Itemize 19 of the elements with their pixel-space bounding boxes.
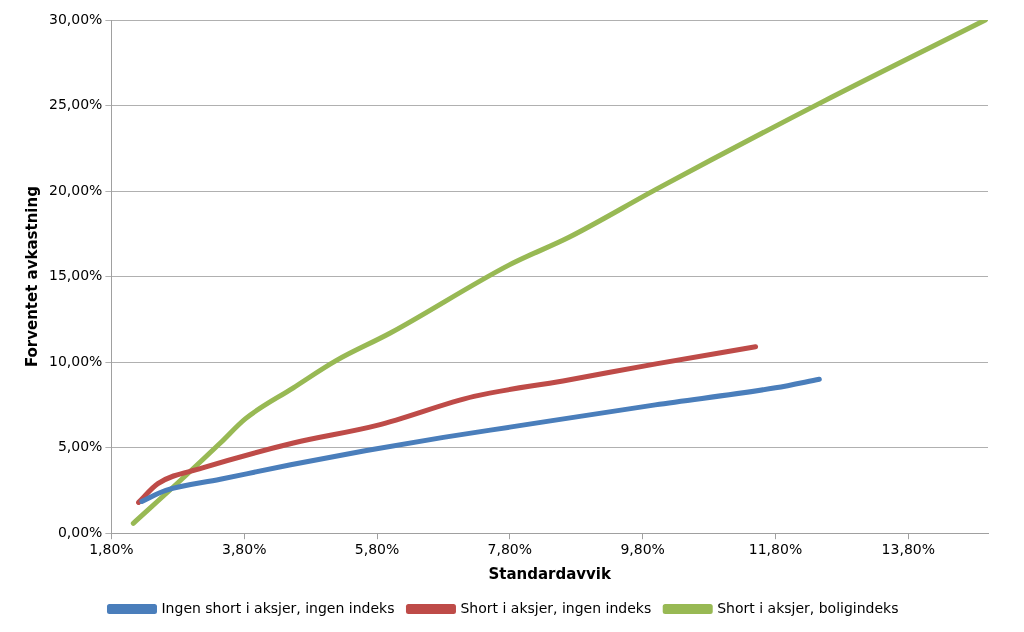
x-tick-label: 5,80% (354, 541, 400, 558)
legend-label: Short i aksjer, ingen indeks (460, 599, 652, 616)
y-tick-label: 15,00% (48, 267, 103, 284)
x-tick-label: 13,80% (881, 541, 935, 558)
legend-label: Short i aksjer, boligindeks (717, 599, 899, 616)
y-tick-label: 30,00% (48, 10, 103, 27)
y-tick-label: 20,00% (48, 181, 103, 198)
x-tick-label: 11,80% (748, 541, 803, 558)
x-tick-label: 3,80% (221, 541, 267, 558)
x-tick-label: 9,80% (620, 541, 665, 558)
y-axis-title: Forventet avkastning (22, 186, 41, 368)
y-tick-label: 25,00% (48, 96, 103, 113)
x-tick-label: 1,80% (89, 541, 134, 558)
y-tick-label: 10,00% (48, 352, 103, 369)
x-axis-title: Standardavvik (488, 564, 612, 583)
x-tick-label: 7,80% (487, 541, 533, 558)
y-tick-label: 5,00% (57, 438, 103, 455)
legend-label: Ingen short i aksjer, ingen indeks (161, 599, 395, 616)
y-tick-label: 0,00% (57, 523, 103, 540)
